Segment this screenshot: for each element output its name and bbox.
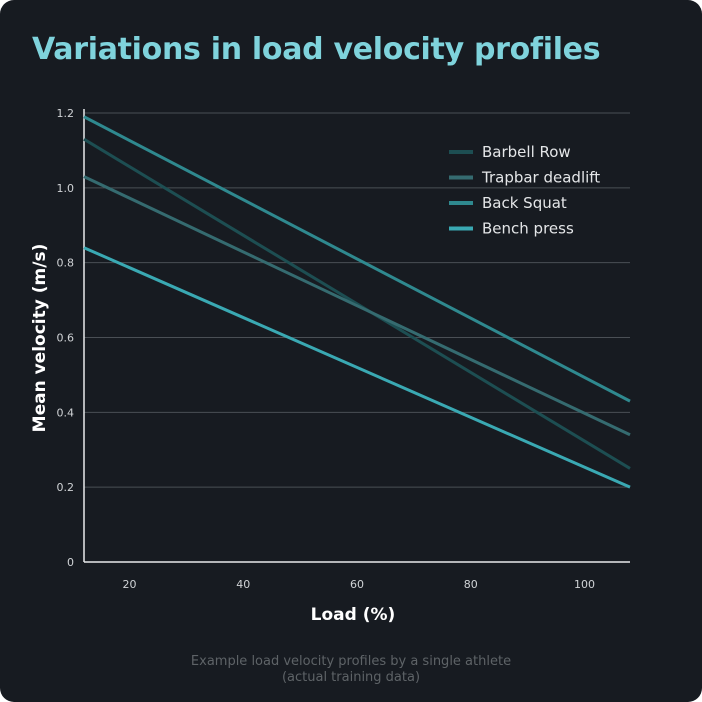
- x-tick-labels: 20 40 60 80 100: [123, 578, 596, 591]
- series-line: [83, 137, 631, 470]
- legend-label: Barbell Row: [482, 143, 571, 161]
- y-tick-label: 0.2: [57, 481, 75, 494]
- y-tick-label: 1.2: [57, 107, 75, 120]
- series-lines: [83, 115, 631, 489]
- caption-line-2: (actual training data): [281, 670, 421, 685]
- axes: [83, 109, 630, 563]
- y-tick-labels: 0 0.2 0.4 0.6 0.8 1.0 1.2: [57, 107, 75, 569]
- x-tick-label: 20: [123, 578, 137, 591]
- y-tick-label: 0.4: [57, 406, 75, 419]
- x-axis-label: Load (%): [310, 605, 396, 625]
- legend-label: Back Squat: [482, 194, 567, 212]
- legend-label: Trapbar deadlift: [481, 169, 600, 187]
- y-tick-label: 0.6: [57, 332, 75, 345]
- y-tick-label: 0: [67, 556, 74, 569]
- gridlines: [84, 112, 630, 488]
- x-tick-label: 80: [464, 578, 478, 591]
- x-tick-label: 40: [236, 578, 250, 591]
- caption-line-1: Example load velocity profiles by a sing…: [190, 654, 512, 669]
- x-tick-label: 100: [574, 578, 595, 591]
- chart-title: Variations in load velocity profiles: [32, 32, 601, 67]
- series-line: [83, 175, 631, 437]
- y-tick-label: 0.8: [57, 257, 75, 270]
- chart-caption: Example load velocity profiles by a sing…: [0, 654, 702, 686]
- y-axis-label: Mean velocity (m/s): [30, 243, 50, 433]
- y-tick-label: 1.0: [57, 182, 75, 195]
- x-tick-label: 60: [350, 578, 364, 591]
- series-line: [83, 246, 631, 489]
- legend-label: Bench press: [482, 220, 574, 238]
- series-line: [83, 115, 631, 403]
- legend: Barbell Row Trapbar deadlift Back Squat Ben…: [449, 143, 600, 238]
